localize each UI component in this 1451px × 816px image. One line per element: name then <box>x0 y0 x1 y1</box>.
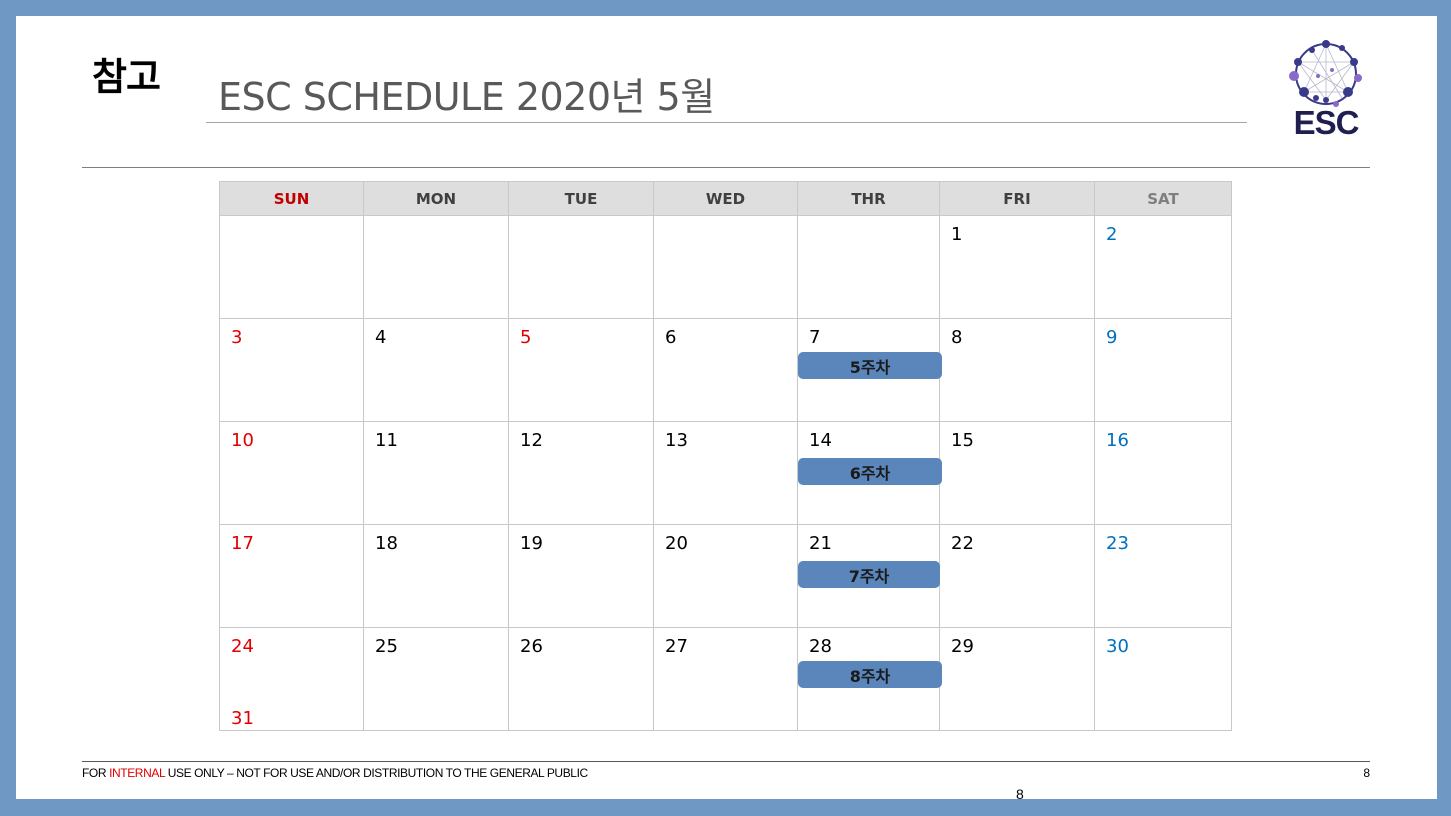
day-number: 14 <box>809 430 832 451</box>
event-week-5[interactable]: 5주차 <box>798 352 942 379</box>
day-number: 1 <box>951 224 963 245</box>
day-cell: 5 <box>508 318 654 422</box>
footer-highlight: INTERNAL <box>109 766 165 780</box>
slide: 참고 ESC SCHEDULE 2020년 5월 ESC <box>16 16 1437 799</box>
day-cell <box>219 215 364 319</box>
page-number-right: 8 <box>1363 766 1370 780</box>
day-cell: 7 5주차 <box>797 318 942 422</box>
event-week-8[interactable]: 8주차 <box>798 661 942 688</box>
day-cell: 13 <box>653 421 798 525</box>
day-number: 2 <box>1106 224 1118 245</box>
event-week-7[interactable]: 7주차 <box>798 561 940 588</box>
day-cell: 18 <box>363 524 509 628</box>
day-number: 4 <box>375 327 387 348</box>
day-cell <box>797 215 940 319</box>
calendar-table: SUN MON TUE WED THR FRI SAT 1 2 3 4 <box>219 181 1232 731</box>
day-number: 21 <box>809 533 832 554</box>
day-number: 22 <box>951 533 974 554</box>
day-number: 3 <box>231 327 243 348</box>
day-cell: 26 <box>508 627 654 731</box>
title-divider <box>206 122 1247 123</box>
week-row-5: 24 31 25 26 27 28 8주차 29 30 <box>219 627 1232 731</box>
day-cell: 17 <box>219 524 364 628</box>
day-cell: 28 8주차 <box>797 627 942 731</box>
day-cell: 4 <box>363 318 509 422</box>
day-cell: 2 <box>1094 215 1232 319</box>
day-cell: 1 <box>939 215 1095 319</box>
day-number: 12 <box>520 430 543 451</box>
week-row-2: 3 4 5 6 7 5주차 8 9 <box>219 318 1232 422</box>
day-cell: 16 <box>1094 421 1232 525</box>
day-cell: 11 <box>363 421 509 525</box>
day-number: 13 <box>665 430 688 451</box>
day-cell: 8 <box>939 318 1095 422</box>
day-number: 9 <box>1106 327 1118 348</box>
day-cell: 10 <box>219 421 364 525</box>
day-cell: 15 <box>939 421 1095 525</box>
day-number: 7 <box>809 327 821 348</box>
day-number: 5 <box>520 327 532 348</box>
day-number: 23 <box>1106 533 1129 554</box>
header-tue: TUE <box>508 181 654 216</box>
day-cell: 21 7주차 <box>797 524 940 628</box>
day-cell <box>363 215 509 319</box>
day-cell: 25 <box>363 627 509 731</box>
network-globe-icon <box>1289 40 1362 107</box>
header-mon: MON <box>363 181 509 216</box>
day-number: 18 <box>375 533 398 554</box>
header-fri: FRI <box>939 181 1095 216</box>
day-number: 27 <box>665 636 688 657</box>
footer-divider <box>82 761 1370 762</box>
slide-tag: 참고 <box>92 55 161 99</box>
day-cell: 23 <box>1094 524 1232 628</box>
day-cell <box>653 215 798 319</box>
esc-logo: ESC <box>1286 40 1366 144</box>
day-number: 16 <box>1106 430 1129 451</box>
day-number-extra: 31 <box>231 708 254 729</box>
day-cell: 6 <box>653 318 798 422</box>
day-cell <box>508 215 654 319</box>
day-cell: 12 <box>508 421 654 525</box>
day-cell: 24 31 <box>219 627 364 731</box>
day-number: 30 <box>1106 636 1129 657</box>
day-number: 10 <box>231 430 254 451</box>
footer-prefix: FOR <box>82 766 110 780</box>
day-cell: 22 <box>939 524 1095 628</box>
page-title: ESC SCHEDULE 2020년 5월 <box>218 75 715 119</box>
day-cell: 3 <box>219 318 364 422</box>
footer-suffix: USE ONLY – NOT FOR USE AND/OR DISTRIBUTI… <box>164 766 588 780</box>
logo-text: ESC <box>1293 104 1360 141</box>
day-cell: 27 <box>653 627 798 731</box>
day-number: 11 <box>375 430 398 451</box>
header-divider <box>82 167 1370 168</box>
header-sat: SAT <box>1094 181 1232 216</box>
day-number: 17 <box>231 533 254 554</box>
day-cell: 19 <box>508 524 654 628</box>
header-wed: WED <box>653 181 798 216</box>
week-row-3: 10 11 12 13 14 6주차 15 16 <box>219 421 1232 525</box>
week-row-4: 17 18 19 20 21 7주차 22 23 <box>219 524 1232 628</box>
day-cell: 29 <box>939 627 1095 731</box>
page-number-center: 8 <box>1016 786 1024 799</box>
day-number: 6 <box>665 327 677 348</box>
day-number: 15 <box>951 430 974 451</box>
calendar-header-row: SUN MON TUE WED THR FRI SAT <box>219 181 1232 216</box>
day-number: 24 <box>231 636 254 657</box>
day-number: 8 <box>951 327 963 348</box>
day-number: 26 <box>520 636 543 657</box>
day-number: 25 <box>375 636 398 657</box>
day-cell: 20 <box>653 524 798 628</box>
footer-disclaimer: FOR INTERNAL USE ONLY – NOT FOR USE AND/… <box>82 766 588 780</box>
header-sun: SUN <box>219 181 364 216</box>
day-number: 20 <box>665 533 688 554</box>
day-cell: 9 <box>1094 318 1232 422</box>
day-cell: 14 6주차 <box>797 421 942 525</box>
week-row-1: 1 2 <box>219 215 1232 319</box>
day-number: 28 <box>809 636 832 657</box>
event-week-6[interactable]: 6주차 <box>798 458 942 485</box>
header-thr: THR <box>797 181 940 216</box>
day-number: 19 <box>520 533 543 554</box>
day-number: 29 <box>951 636 974 657</box>
day-cell: 30 <box>1094 627 1232 731</box>
